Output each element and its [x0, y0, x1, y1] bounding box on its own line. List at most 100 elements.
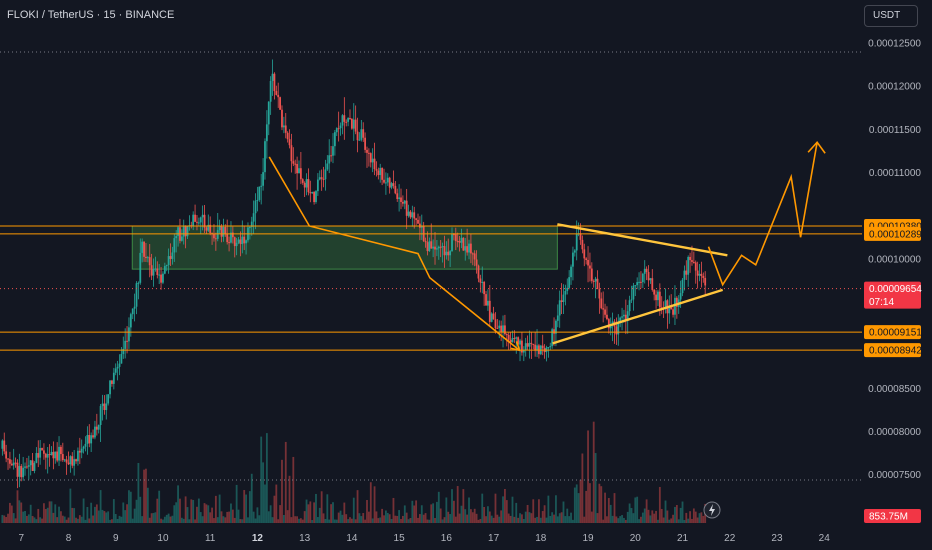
candle-body [401, 201, 404, 204]
candle-body [464, 246, 467, 251]
volume-bar [430, 504, 433, 523]
candle-body [394, 185, 397, 194]
volume-bar [90, 502, 93, 523]
volume-bar [315, 493, 317, 523]
candle-body [275, 91, 278, 95]
candle-body [209, 224, 212, 234]
candle-body [31, 460, 34, 471]
candle-body [645, 268, 648, 273]
candle-body [641, 273, 644, 283]
volume-bar [543, 505, 546, 523]
candle-body [162, 273, 164, 283]
volume-bar [262, 462, 264, 523]
volume-bar [237, 509, 240, 523]
candle-body [26, 466, 28, 468]
demand-zone-rectangle[interactable] [131, 225, 558, 270]
volume-bar [394, 515, 397, 523]
volume-bar [243, 490, 246, 523]
volume-bar [396, 515, 399, 523]
candle-body [386, 177, 389, 183]
triangle-upper-line[interactable] [557, 223, 728, 257]
candle-body [500, 325, 503, 333]
candle-body [146, 257, 149, 259]
candle-body [77, 450, 79, 462]
candle-body [426, 242, 429, 252]
volume-bar [568, 516, 571, 523]
candle-body [689, 256, 691, 261]
candle-body [3, 440, 6, 452]
volume-bar [265, 433, 268, 523]
volume-bar [453, 500, 455, 523]
triangle-lower-line[interactable] [552, 288, 724, 345]
volume-bar [432, 503, 435, 523]
candle-body [579, 233, 582, 240]
volume-bar [226, 511, 229, 523]
candle-body [388, 177, 391, 188]
candle-body [407, 211, 410, 216]
volume-bar [124, 510, 127, 523]
volume-bar [594, 453, 597, 523]
volume-bar [80, 516, 83, 523]
volume-bar [462, 489, 465, 523]
lightning-icon[interactable] [703, 501, 721, 519]
volume-bar [451, 489, 453, 523]
candle-body [473, 253, 476, 260]
candle-body [592, 280, 595, 282]
candle-body [572, 252, 574, 267]
volume-bar [39, 517, 42, 523]
candle-body [284, 125, 287, 133]
y-tick-label: 0.00012500 [868, 38, 921, 49]
volume-bar [604, 492, 606, 523]
candle-body [320, 177, 323, 179]
volume-bar [114, 513, 117, 523]
candle-body [61, 454, 64, 461]
candle-body [131, 308, 134, 315]
candle-body [180, 236, 183, 241]
candle-body [58, 446, 60, 461]
volume-bar [341, 514, 344, 523]
candle-body [653, 289, 656, 295]
candle-body [511, 338, 514, 343]
volume-bar [498, 516, 501, 523]
x-tick-label: 8 [66, 533, 72, 544]
candle-body [615, 326, 618, 335]
volume-bar [197, 498, 200, 523]
projection-path[interactable] [707, 142, 818, 287]
candle-body [184, 226, 187, 237]
candle-body [145, 256, 147, 259]
candle-body [362, 129, 365, 138]
volume-bar [468, 497, 470, 523]
volume-bar [281, 459, 283, 523]
volume-bar [613, 493, 616, 523]
currency-button[interactable]: USDT [864, 5, 918, 27]
candle-body [367, 152, 370, 154]
volume-bar [209, 512, 212, 523]
candle-body [154, 268, 157, 270]
volume-bar [82, 498, 85, 523]
candle-body [318, 177, 321, 180]
volume-bar [18, 500, 21, 523]
volume-bar [449, 514, 452, 523]
volume-bar [660, 508, 663, 523]
candle-body [313, 192, 315, 203]
candle-body [692, 261, 695, 263]
candle-body [519, 340, 521, 345]
candle-body [73, 459, 76, 466]
x-tick-label: 14 [346, 533, 358, 544]
candle-body [199, 217, 202, 223]
volume-bar [551, 512, 554, 523]
volume-bar [666, 510, 669, 523]
candle-body [583, 249, 586, 259]
candle-body [332, 146, 334, 156]
volume-bar [137, 462, 140, 523]
downtrend-line[interactable] [268, 156, 521, 351]
volume-bar [218, 494, 221, 523]
volume-bar [685, 512, 688, 523]
candle-body [602, 308, 605, 310]
candle-body [56, 451, 59, 461]
volume-bar [505, 500, 508, 523]
volume-bar [436, 501, 438, 523]
volume-bar [1, 514, 4, 523]
candle-body [630, 299, 633, 301]
